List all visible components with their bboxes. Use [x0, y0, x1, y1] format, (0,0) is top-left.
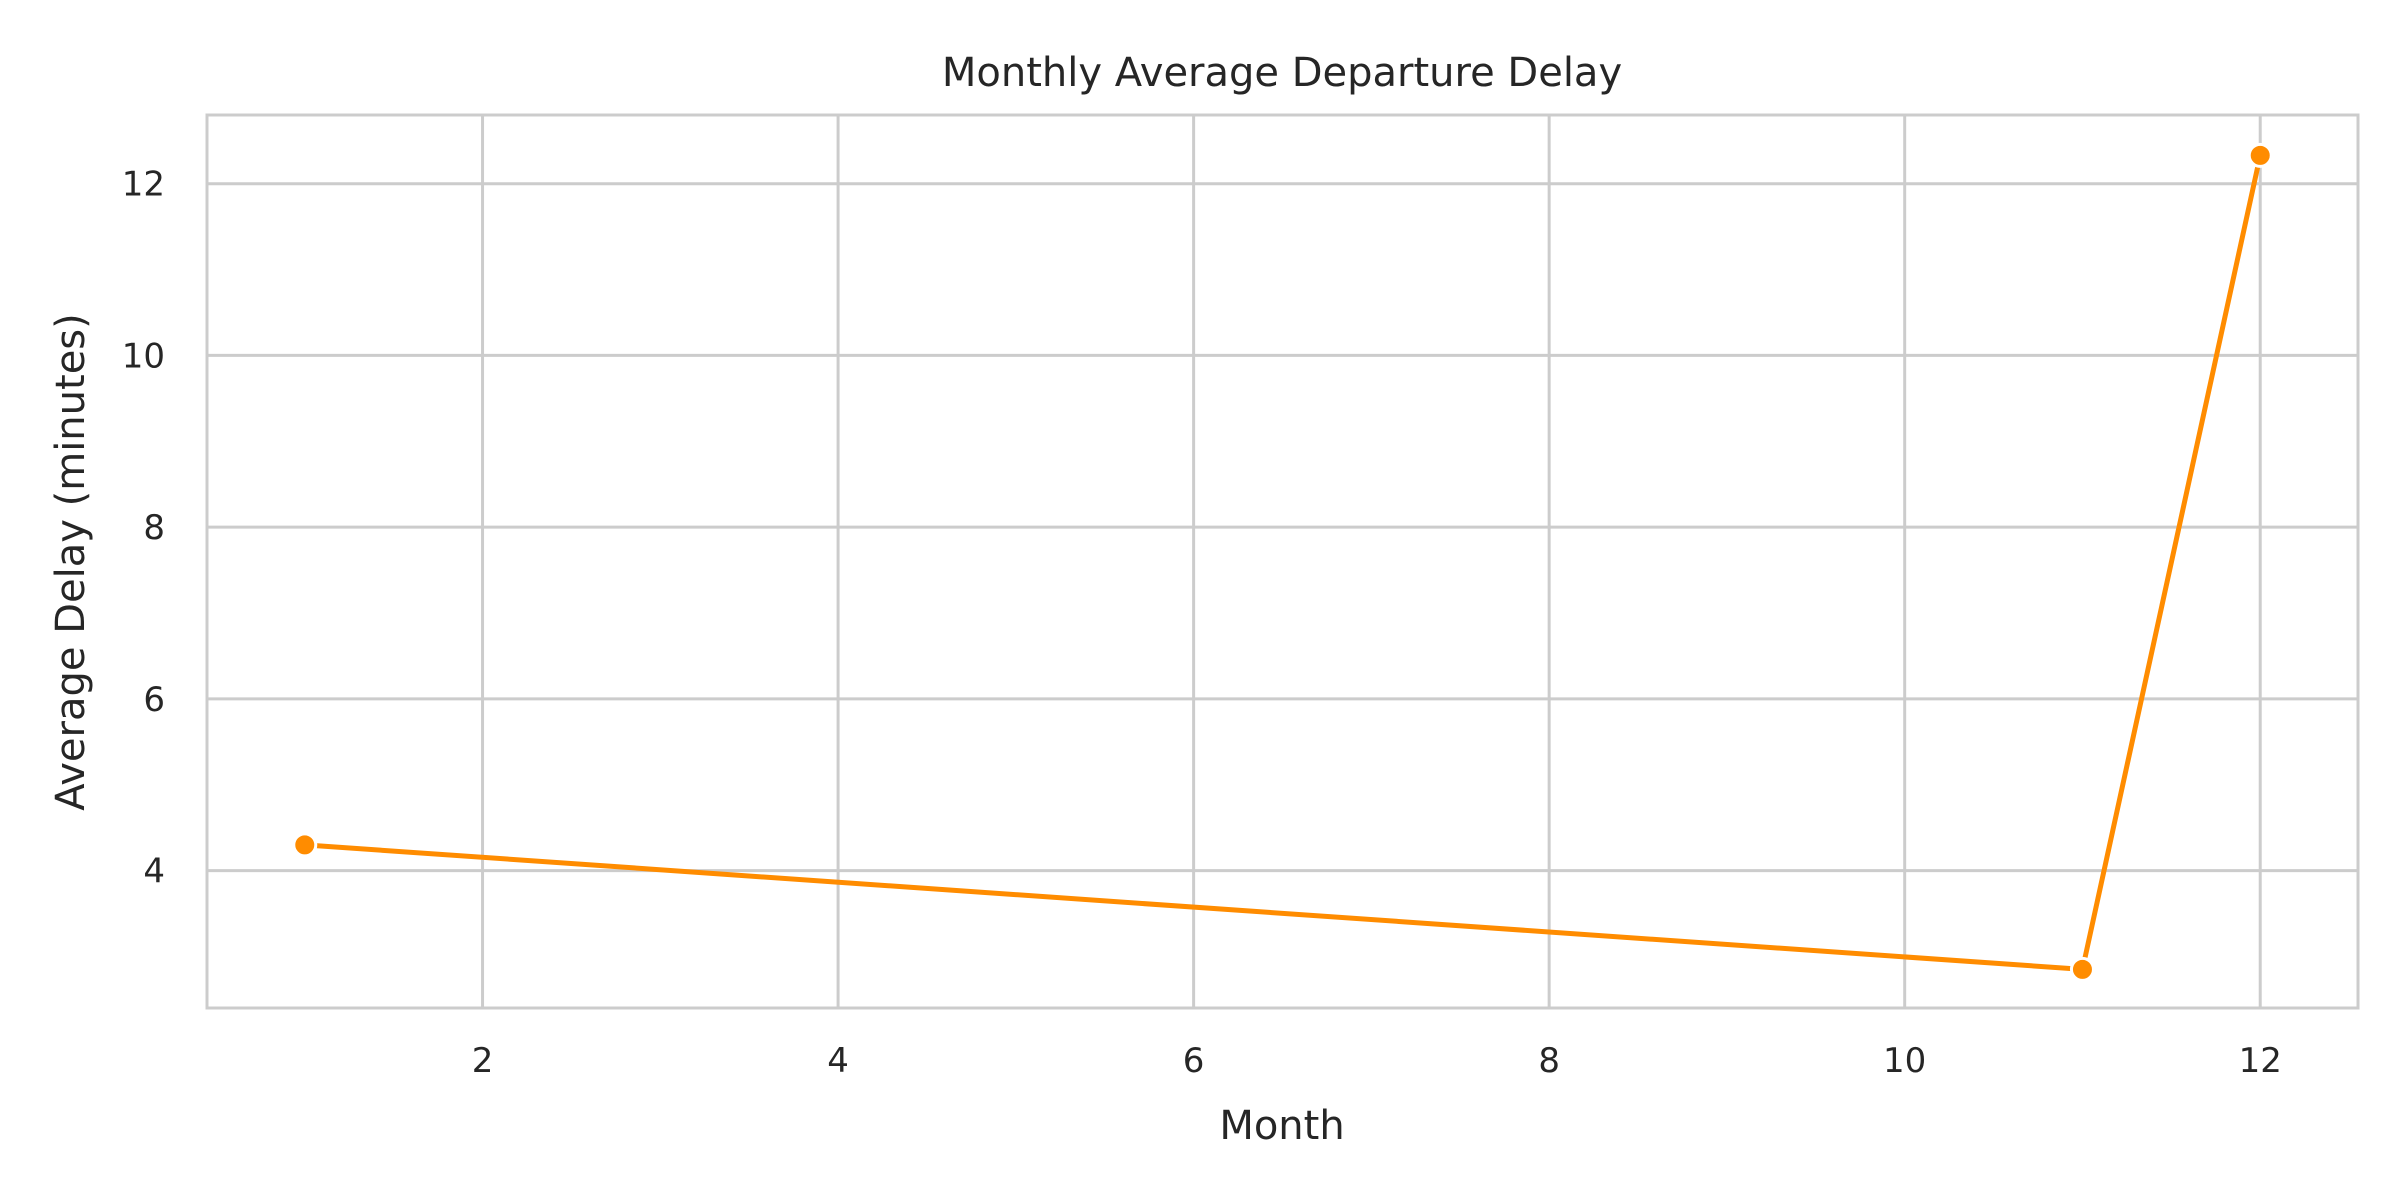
- x-tick-label: 12: [2239, 1041, 2282, 1081]
- y-tick-label: 8: [143, 508, 165, 548]
- x-axis-label: Month: [1219, 1103, 1344, 1149]
- x-tick-label: 6: [1183, 1041, 1205, 1081]
- plot-frame: [205, 113, 2360, 1010]
- x-tick-label: 4: [827, 1041, 849, 1081]
- x-tick-label: 2: [472, 1041, 494, 1081]
- y-tick-label: 12: [122, 165, 165, 205]
- y-tick-label: 6: [143, 680, 165, 720]
- data-point: [2069, 956, 2095, 982]
- series-layer: [292, 142, 2273, 982]
- data-point: [2247, 142, 2273, 168]
- x-tick-label: 10: [1883, 1041, 1926, 1081]
- tick-labels: 2 4 6 8 10 12 4 6 8 10 12: [122, 165, 2282, 1081]
- data-point: [292, 832, 318, 858]
- y-tick-label: 10: [122, 336, 165, 376]
- y-tick-label: 4: [143, 852, 165, 892]
- grid-lines: [207, 115, 2358, 1008]
- y-axis-label: Average Delay (minutes): [48, 313, 94, 811]
- series-line: [302, 152, 2263, 972]
- chart-title: Monthly Average Departure Delay: [942, 50, 1622, 96]
- x-tick-label: 8: [1538, 1041, 1560, 1081]
